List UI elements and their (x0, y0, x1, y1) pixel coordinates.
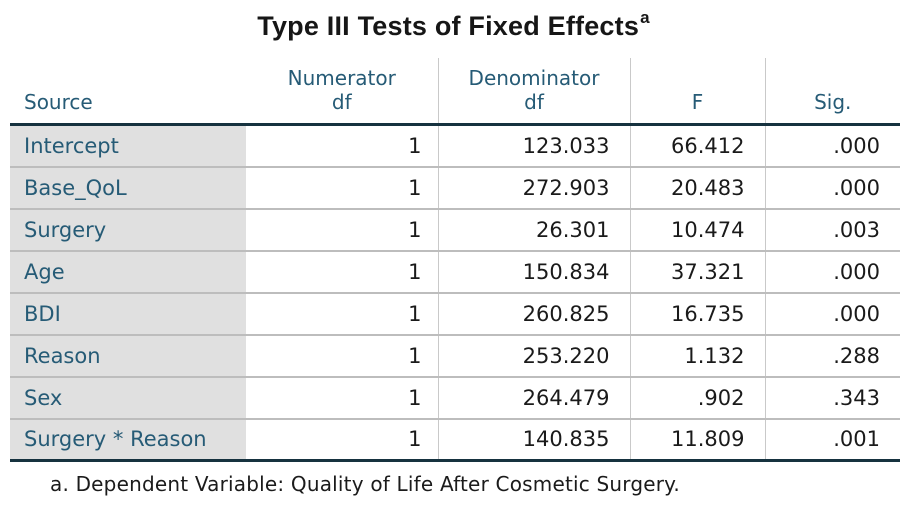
table-row: Surgery * Reason 1 140.835 11.809 .001 (10, 418, 900, 461)
table-row: Age 1 150.834 37.321 .000 (10, 250, 900, 293)
header-source: Source (10, 58, 246, 125)
table-row: Intercept 1 123.033 66.412 .000 (10, 124, 900, 167)
row-label: Surgery (10, 208, 246, 251)
denominator-df-value: 272.903 (437, 166, 630, 209)
fixed-effects-table: Source Numerator df Denominator df F Sig… (10, 58, 900, 462)
table-row: Surgery 1 26.301 10.474 .003 (10, 208, 900, 251)
numerator-df-value: 1 (408, 343, 422, 368)
row-label: BDI (10, 292, 246, 335)
sig-value: .000 (764, 166, 900, 209)
table-title-text: Type III Tests of Fixed Effects (257, 11, 640, 41)
denominator-df-value: 253.220 (437, 334, 630, 377)
numerator-df-value: 1 (408, 133, 422, 158)
table-body: Intercept 1 123.033 66.412 .000 Base_QoL… (10, 124, 900, 461)
numerator-df-value: 1 (408, 427, 422, 452)
numerator-df-value: 1 (408, 259, 422, 284)
table-footnote: a. Dependent Variable: Quality of Life A… (50, 472, 680, 496)
denominator-df-value: 140.835 (437, 418, 630, 461)
denominator-df-value: 150.834 (437, 250, 630, 293)
numerator-df-value: 1 (408, 175, 422, 200)
sig-value: .288 (764, 334, 900, 377)
numerator-df-value: 1 (408, 217, 422, 242)
denominator-df-value: 123.033 (437, 124, 630, 167)
table-row: Base_QoL 1 272.903 20.483 .000 (10, 166, 900, 209)
row-label: Base_QoL (10, 166, 246, 209)
f-value: 37.321 (629, 250, 765, 293)
table-header: Source Numerator df Denominator df F Sig… (10, 58, 900, 125)
f-value: 11.809 (629, 418, 765, 461)
denominator-df-value: 26.301 (437, 208, 630, 251)
header-row: Source Numerator df Denominator df F Sig… (10, 58, 900, 125)
table-row: Sex 1 264.479 .902 .343 (10, 376, 900, 419)
sig-value: .001 (764, 418, 900, 461)
f-value: 10.474 (629, 208, 765, 251)
f-value: .902 (629, 376, 765, 419)
numerator-df-value: 1 (408, 301, 422, 326)
table-title: Type III Tests of Fixed Effectsa (0, 8, 906, 44)
sig-value: .000 (764, 250, 900, 293)
header-f: F (629, 58, 765, 125)
denominator-df-value: 260.825 (437, 292, 630, 335)
row-label: Sex (10, 376, 246, 419)
f-value: 1.132 (629, 334, 765, 377)
header-sig: Sig. (764, 58, 900, 125)
row-label: Surgery * Reason (10, 418, 246, 461)
header-denominator-df: Denominator df (437, 58, 630, 125)
table-row: BDI 1 260.825 16.735 .000 (10, 292, 900, 335)
f-value: 20.483 (629, 166, 765, 209)
sig-value: .343 (764, 376, 900, 419)
denominator-df-value: 264.479 (437, 376, 630, 419)
row-label: Age (10, 250, 246, 293)
footnote-marker: a (640, 8, 650, 27)
header-numerator-df: Numerator df (246, 58, 438, 125)
table-row: Reason 1 253.220 1.132 .288 (10, 334, 900, 377)
row-label: Intercept (10, 124, 246, 167)
sig-value: .000 (764, 292, 900, 335)
row-label: Reason (10, 334, 246, 377)
numerator-df-value: 1 (408, 385, 422, 410)
sig-value: .003 (764, 208, 900, 251)
sig-value: .000 (764, 124, 900, 167)
f-value: 66.412 (629, 124, 765, 167)
f-value: 16.735 (629, 292, 765, 335)
